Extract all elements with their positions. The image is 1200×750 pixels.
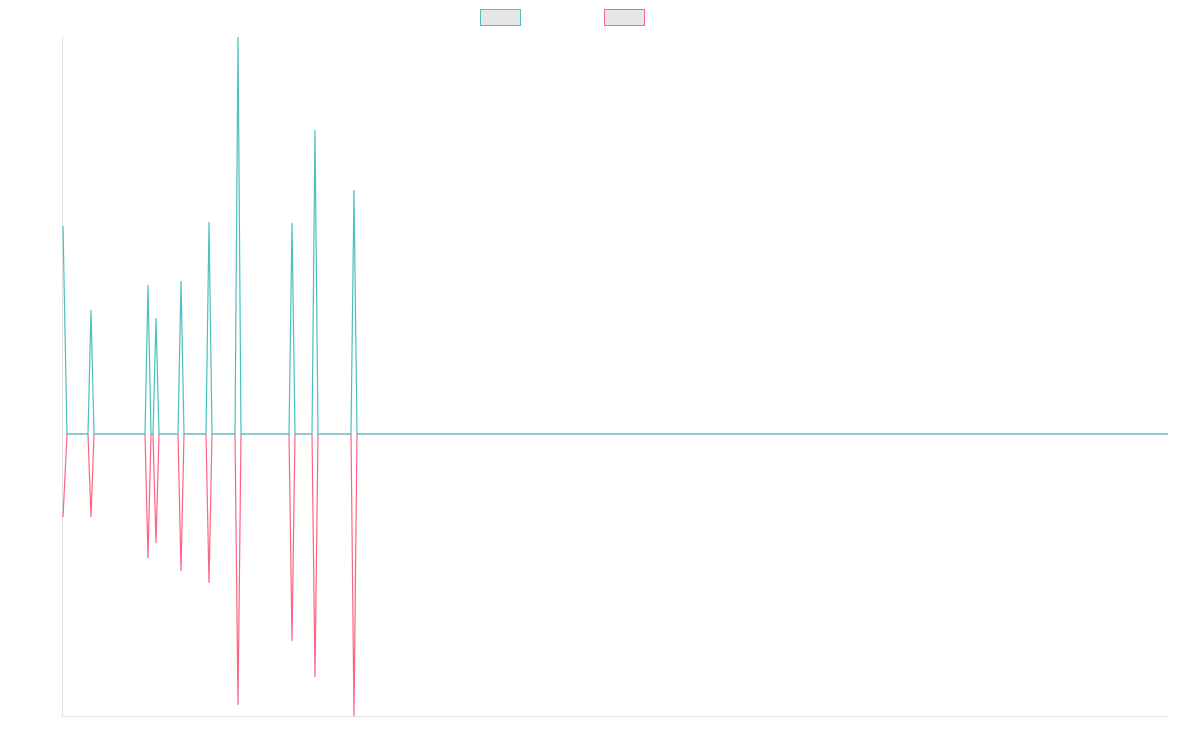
series-line (62, 433, 1168, 717)
legend-swatch (604, 9, 645, 26)
legend-swatch (480, 9, 521, 26)
series-line (62, 36, 1168, 435)
